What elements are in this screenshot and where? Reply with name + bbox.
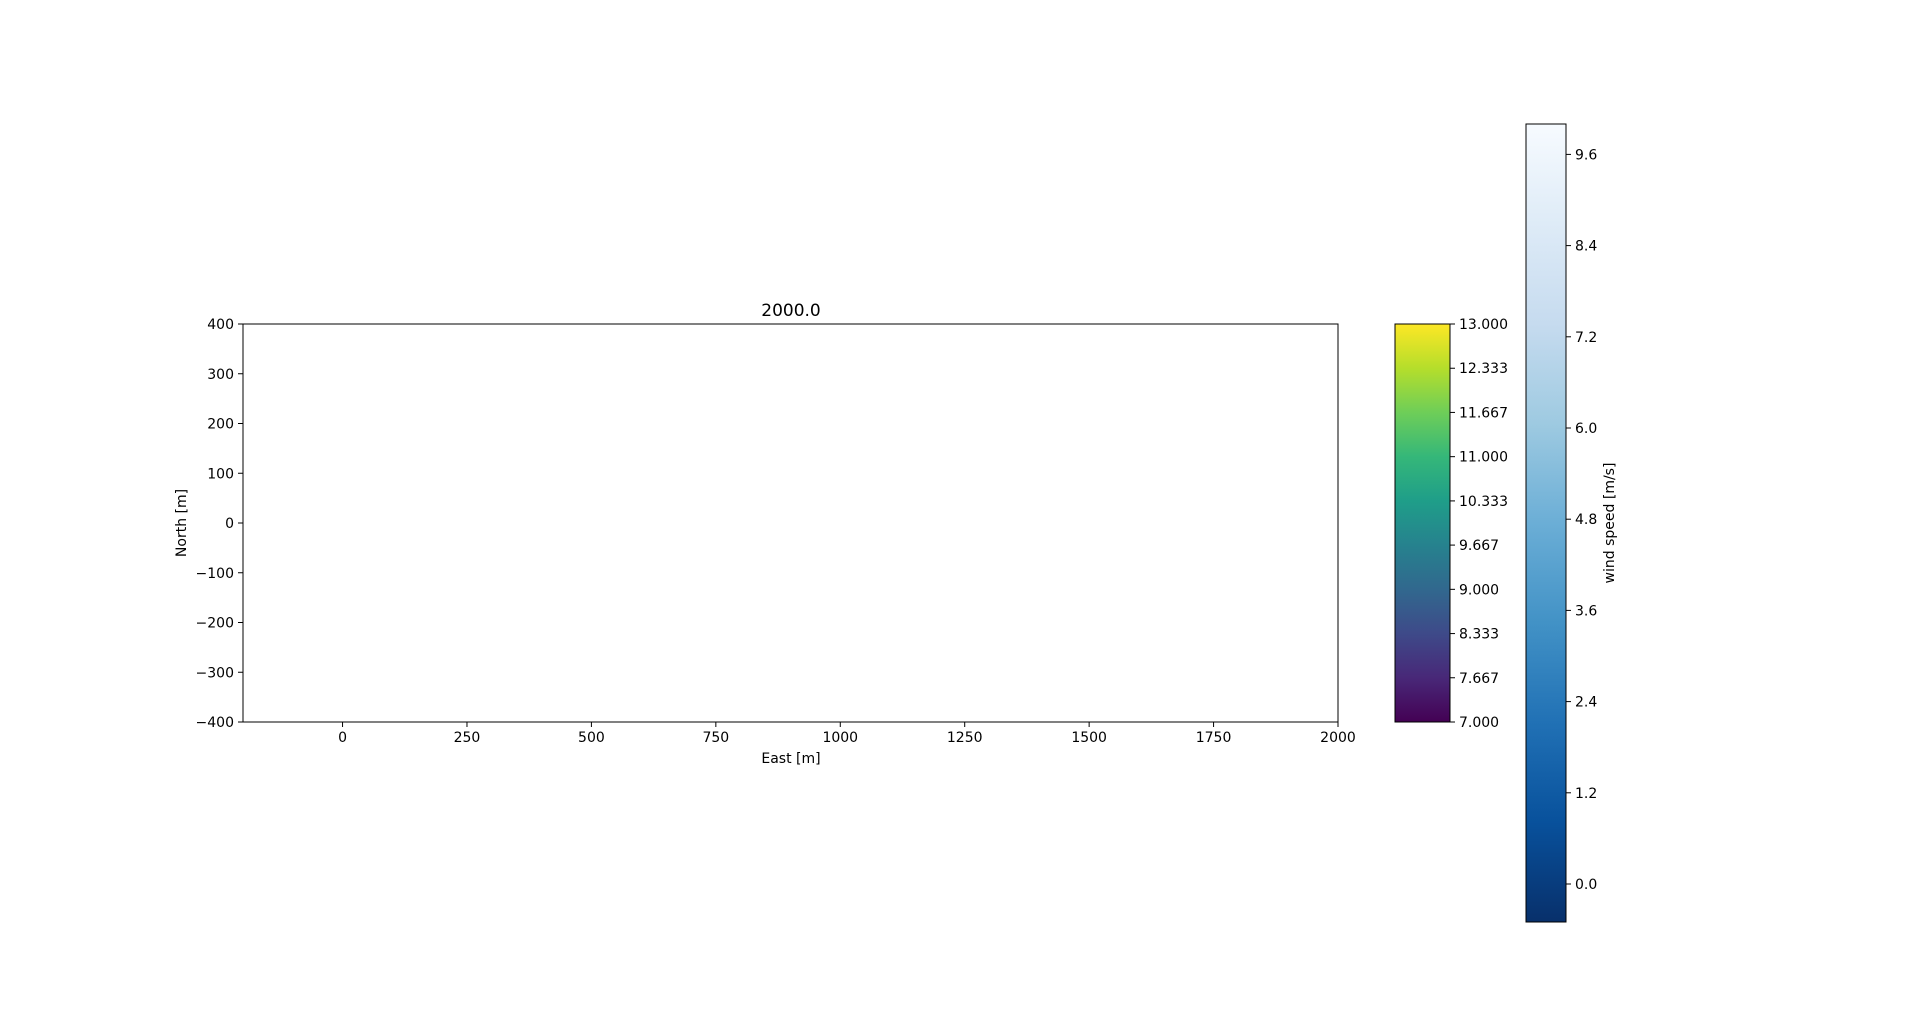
colorbar-tick-label: 2.4 [1575, 695, 1597, 711]
colorbar-wind-speed-label: wind speed [m/s] [1602, 463, 1618, 584]
y-axis: −400 −300 −200 −100 0 100 200 300 400 [196, 317, 243, 731]
x-tick-label: 1750 [1196, 730, 1232, 746]
y-tick-label: −200 [196, 616, 234, 632]
colorbar-tick-label: 6.0 [1575, 421, 1597, 437]
colorbar-tick-label: 3.6 [1575, 603, 1597, 619]
y-tick-label: 200 [207, 417, 234, 433]
colorbar-tick-label: 10.333 [1459, 494, 1508, 510]
colorbar-tick-label: 9.667 [1459, 538, 1499, 554]
colorbar-wind-speed-gradient [1525, 123, 1567, 923]
x-tick-label: 1250 [947, 730, 983, 746]
x-axis-label: East [m] [761, 751, 820, 767]
x-tick-label: 0 [338, 730, 347, 746]
colorbar-viridis-ticks: 7.000 7.667 8.333 9.000 9.667 10.333 11.000 11.… [1450, 317, 1508, 731]
colorbar-viridis-gradient [1394, 323, 1451, 723]
colorbar-tick-label: 0.0 [1575, 877, 1597, 893]
colorbar-tick-label: 9.6 [1575, 147, 1597, 163]
y-axis-label: North [m] [174, 489, 190, 557]
colorbar-tick-label: 7.667 [1459, 671, 1499, 687]
y-tick-label: 100 [207, 466, 234, 482]
colorbar-tick-label: 13.000 [1459, 317, 1508, 333]
x-tick-label: 500 [578, 730, 605, 746]
colorbar-wind-speed-ticks: 0.0 1.2 2.4 3.6 4.8 6.0 7.2 8.4 9.6 [1566, 147, 1597, 893]
plot-area [242, 323, 1339, 723]
colorbar-wind-speed: 0.0 1.2 2.4 3.6 4.8 6.0 7.2 8.4 9.6 wind speed [… [1525, 123, 1618, 923]
y-tick-label: −300 [196, 665, 234, 681]
x-tick-label: 1500 [1071, 730, 1107, 746]
colorbar-tick-label: 9.000 [1459, 582, 1499, 598]
colorbar-tick-label: 8.4 [1575, 239, 1597, 255]
colorbar-viridis: 7.000 7.667 8.333 9.000 9.667 10.333 11.000 11.… [1394, 317, 1508, 731]
colorbar-tick-label: 12.333 [1459, 361, 1508, 377]
y-tick-label: 0 [225, 516, 234, 532]
y-tick-label: −100 [196, 566, 234, 582]
colorbar-tick-label: 8.333 [1459, 627, 1499, 643]
x-tick-label: 2000 [1320, 730, 1356, 746]
x-tick-label: 250 [454, 730, 481, 746]
colorbar-tick-label: 11.000 [1459, 450, 1508, 466]
chart-title: 2000.0 [761, 301, 820, 321]
y-tick-label: −400 [196, 715, 234, 731]
y-tick-label: 400 [207, 317, 234, 333]
colorbar-tick-label: 1.2 [1575, 786, 1597, 802]
main-axes: 2000.0 0 250 500 750 1000 1250 1500 1750 2000 −4… [174, 301, 1356, 767]
x-tick-label: 1000 [822, 730, 858, 746]
colorbar-tick-label: 7.2 [1575, 330, 1597, 346]
colorbar-tick-label: 7.000 [1459, 715, 1499, 731]
colorbar-tick-label: 4.8 [1575, 512, 1597, 528]
x-axis: 0 250 500 750 1000 1250 1500 1750 2000 [338, 722, 1356, 746]
x-tick-label: 750 [702, 730, 729, 746]
y-tick-label: 300 [207, 367, 234, 383]
colorbar-tick-label: 11.667 [1459, 405, 1508, 421]
